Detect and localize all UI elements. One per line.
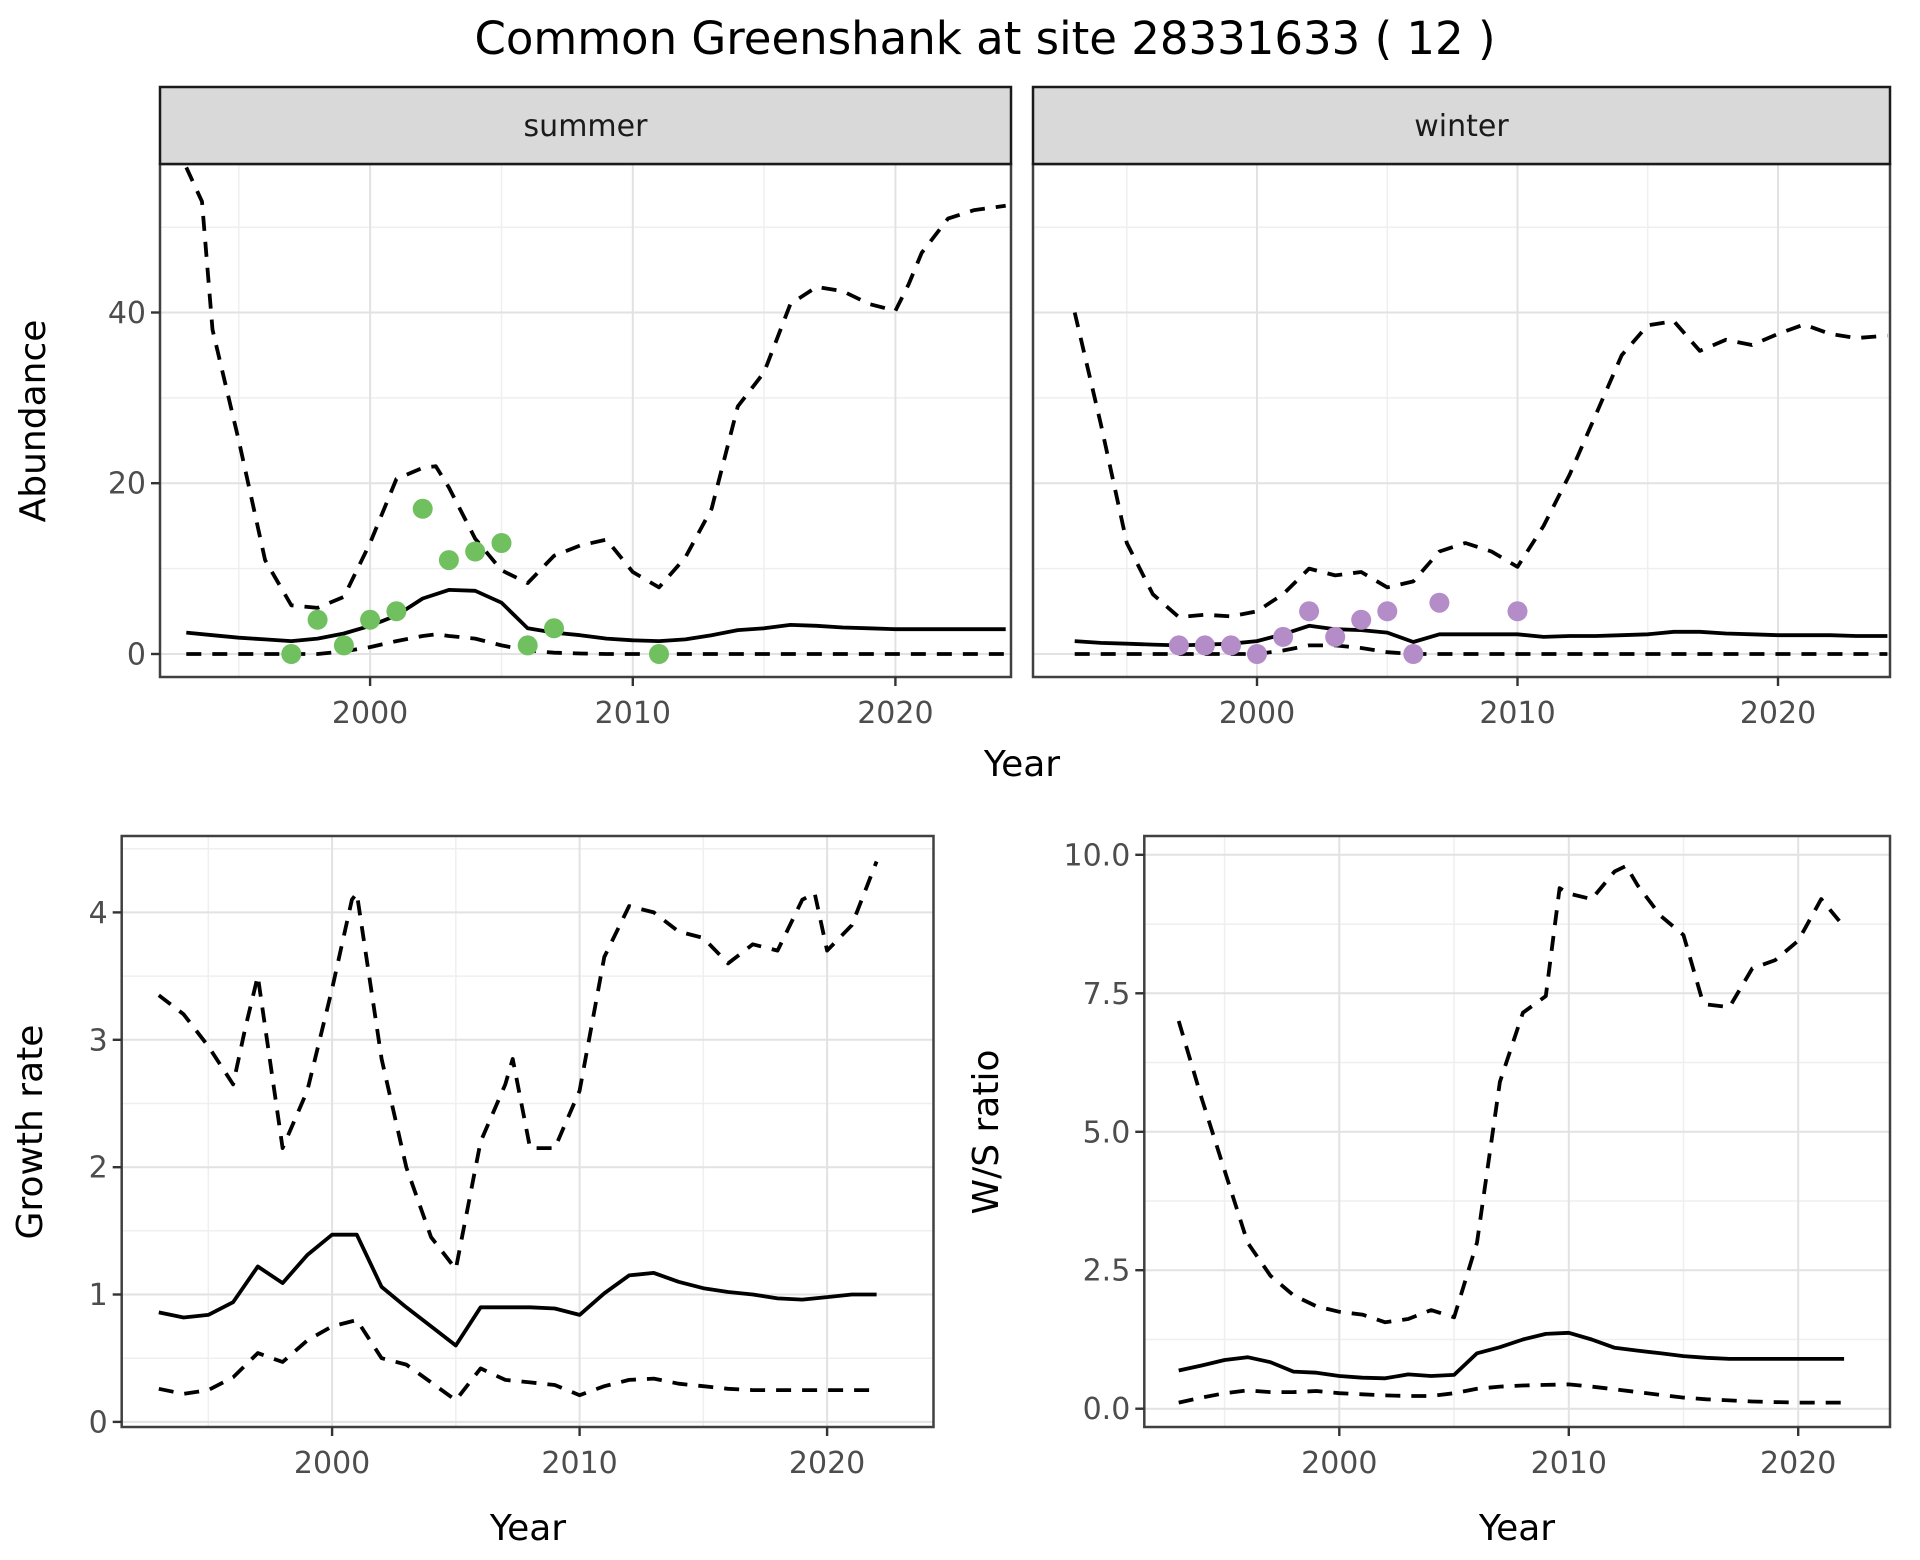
- y-tick-label: 3: [89, 1023, 108, 1058]
- y-tick-label: 0: [89, 1405, 108, 1440]
- growth-rate-lower-ci-line: [158, 1318, 877, 1403]
- abundance-summer-observed-point: [649, 644, 669, 664]
- abundance-summer-observed-point: [491, 533, 512, 553]
- x-tick-label: 2020: [857, 696, 933, 731]
- abundance-summer-observed-point: [333, 635, 354, 656]
- abundance-summer-observed-point: [544, 618, 564, 639]
- plot-title: Common Greenshank at site 28331633 ( 12 …: [474, 12, 1496, 65]
- panel-abundance-summer: 2000 2010 2020 0 20 40 summer: [108, 85, 1013, 731]
- x-tick-label: 2020: [1760, 1446, 1836, 1481]
- axis-title-year: Year: [489, 1508, 566, 1549]
- abundance-summer-upper-ci-line: [184, 166, 1006, 610]
- abundance-summer-median-line: [186, 588, 1006, 643]
- growth-rate-median-line: [158, 1232, 877, 1348]
- abundance-winter-observed-point: [1273, 626, 1294, 647]
- axis-title-w-s-ratio: W/S ratio: [966, 1049, 1007, 1214]
- abundance-winter-observed-point: [1194, 635, 1215, 656]
- abundance-winter-observed-point: [1325, 626, 1346, 647]
- y-tick-label: 2.5: [1083, 1254, 1131, 1289]
- abundance-winter-observed-point: [1429, 592, 1450, 613]
- abundance-winter-observed-point: [1507, 601, 1528, 622]
- axis-title-year: Year: [1478, 1508, 1555, 1549]
- abundance-summer-observed-point: [465, 541, 486, 562]
- ws-ratio-lower-ci-line: [1178, 1382, 1845, 1405]
- x-tick-label: 2000: [332, 696, 408, 731]
- growth-rate-upper-ci-line: [157, 860, 879, 1271]
- y-tick-label: 20: [108, 467, 146, 502]
- x-tick-label: 2010: [595, 696, 671, 731]
- x-tick-label: 2000: [294, 1446, 370, 1481]
- abundance-summer-observed-point: [386, 601, 407, 622]
- y-tick-label: 40: [108, 296, 146, 331]
- x-tick-label: 2010: [541, 1446, 617, 1481]
- axis-title-year: Year: [983, 744, 1060, 785]
- x-tick-label: 2010: [1531, 1446, 1607, 1481]
- facet-strip: [158, 85, 1013, 166]
- abundance-winter-observed-point: [1247, 644, 1267, 664]
- x-tick-label: 2020: [1740, 696, 1816, 731]
- panel-border: [120, 834, 935, 1429]
- abundance-winter-observed-point: [1351, 609, 1372, 630]
- y-tick-label: 5.0: [1083, 1115, 1131, 1150]
- abundance-winter-observed-point: [1299, 601, 1320, 622]
- x-tick-label: 2000: [1301, 1446, 1377, 1481]
- panel-background: [160, 164, 1011, 677]
- y-tick-label: 4: [89, 896, 108, 931]
- abundance-summer-observed-point: [438, 550, 459, 571]
- abundance-winter-observed-point: [1403, 644, 1424, 664]
- x-tick-label: 2010: [1479, 696, 1555, 731]
- axis-title-growth-rate: Growth rate: [10, 1025, 51, 1240]
- panel-ws-ratio: 2000 2010 2020 0.0 2.5 5.0 7.5 10.0: [1064, 834, 1892, 1481]
- x-tick-label: 2000: [1219, 696, 1295, 731]
- ws-ratio-median-line: [1178, 1330, 1845, 1381]
- abundance-winter-upper-ci-line: [1072, 312, 1888, 620]
- y-tick-label: 1: [89, 1278, 108, 1313]
- abundance-summer-observed-point: [412, 498, 433, 519]
- y-tick-label: 10.0: [1064, 838, 1131, 873]
- panel-growth-rate: 2000 2010 2020 0 1 2 3 4: [89, 834, 935, 1481]
- y-tick-label: 2: [89, 1151, 108, 1186]
- abundance-summer-observed-point: [281, 644, 302, 664]
- abundance-winter-observed-point: [1377, 601, 1398, 622]
- facet-strip-label: summer: [524, 109, 649, 144]
- x-tick-label: 2020: [789, 1446, 865, 1481]
- axis-title-abundance: Abundance: [13, 320, 54, 523]
- abundance-winter-observed-point: [1221, 635, 1241, 656]
- panel-background: [1033, 164, 1890, 677]
- abundance-summer-observed-point: [517, 635, 538, 656]
- facet-strip-label: winter: [1414, 109, 1509, 144]
- facet-strip: [1031, 85, 1892, 166]
- y-tick-label: 0.0: [1083, 1392, 1131, 1427]
- abundance-summer-observed-point: [307, 609, 328, 630]
- ws-ratio-upper-ci-line: [1176, 864, 1846, 1325]
- abundance-winter-observed-point: [1168, 635, 1189, 656]
- y-tick-label: 0: [127, 638, 146, 673]
- y-tick-label: 7.5: [1083, 977, 1131, 1012]
- panel-abundance-winter: 2000 2010 2020 winter: [1031, 85, 1892, 731]
- abundance-summer-observed-point: [360, 609, 381, 630]
